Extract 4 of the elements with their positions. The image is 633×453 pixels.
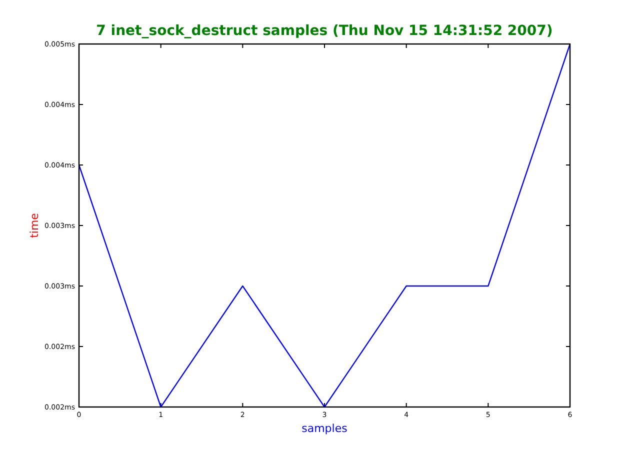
line-series [78,43,571,408]
y-axis-title: time [28,212,41,238]
chart-title: 7 inet_sock_destruct samples (Thu Nov 15 14:31:52 2007) [96,23,553,39]
x-axis-title: samples [302,422,348,435]
